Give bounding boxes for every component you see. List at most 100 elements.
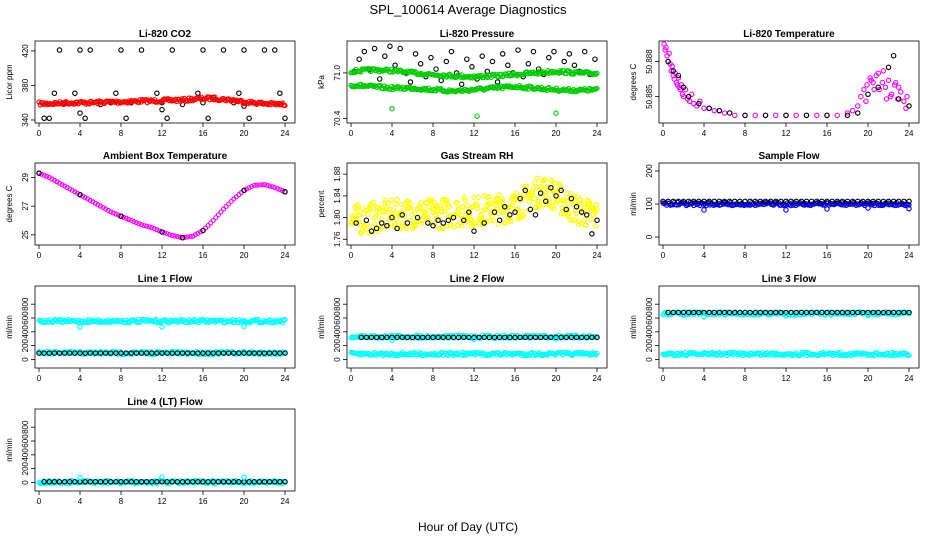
point-black <box>46 350 52 356</box>
point-black <box>525 61 532 67</box>
point-black <box>169 479 176 485</box>
point-magenta <box>721 110 728 116</box>
point-black <box>844 112 851 119</box>
point-black <box>450 334 457 341</box>
point-black <box>113 90 119 96</box>
point-black <box>220 350 227 356</box>
point-black <box>875 198 881 205</box>
point-black <box>458 81 465 88</box>
point-magenta <box>663 44 669 51</box>
point-yellow <box>557 182 563 188</box>
point-black <box>685 198 692 205</box>
point-black <box>282 189 288 195</box>
point-yellow <box>440 225 446 231</box>
x-tick-label: 0 <box>661 374 666 383</box>
point-magenta <box>879 79 886 86</box>
point-yellow <box>475 205 481 212</box>
point-black <box>108 479 114 485</box>
point-magenta <box>44 173 50 179</box>
point-black <box>87 47 94 53</box>
point-black <box>387 43 393 50</box>
point-black <box>123 115 129 122</box>
y-tick-label: 800 <box>645 297 654 311</box>
point-black <box>404 220 411 226</box>
point-yellow <box>563 197 569 204</box>
x-tick-label: 4 <box>702 251 707 260</box>
point-black <box>507 212 513 218</box>
point-yellow <box>561 210 567 217</box>
point-black <box>425 334 431 341</box>
panel-title: Gas Stream RH <box>441 151 514 162</box>
point-black <box>215 350 222 356</box>
y-tick-label: 1.80 <box>333 209 342 225</box>
point-cyan-lower <box>906 352 912 358</box>
point-black <box>56 350 63 356</box>
point-black <box>726 110 733 116</box>
plot-frame <box>34 408 296 492</box>
x-tick-label: 12 <box>158 251 167 260</box>
point-blue-outliers <box>906 205 912 212</box>
point-black <box>568 334 575 341</box>
point-black <box>839 309 846 316</box>
figure-xlabel: Hour of Day (UTC) <box>418 520 518 534</box>
point-magenta <box>871 86 877 93</box>
point-black <box>205 115 211 122</box>
point-black <box>72 479 78 485</box>
point-black <box>501 334 508 341</box>
point-black <box>494 79 501 85</box>
point-black <box>486 334 493 341</box>
point-blue-outliers <box>824 206 830 212</box>
point-black <box>378 334 385 341</box>
y-axis-label: ml/min <box>629 192 638 216</box>
panel-title: Line 1 Flow <box>138 274 193 285</box>
y-tick-label: 400 <box>21 325 30 339</box>
point-black <box>561 58 567 65</box>
point-yellow <box>355 202 361 208</box>
point-magenta <box>883 96 890 102</box>
point-yellow <box>408 217 414 223</box>
point-yellow <box>572 217 578 223</box>
point-yellow <box>358 230 365 236</box>
point-black <box>895 198 902 205</box>
point-black <box>363 217 370 224</box>
point-magenta <box>849 107 856 114</box>
point-black <box>138 479 145 485</box>
point-cyan-lower <box>529 349 535 356</box>
point-black <box>118 350 124 356</box>
y-tick-label: 0 <box>21 480 30 485</box>
point-black <box>875 309 881 316</box>
x-tick-label: 8 <box>119 374 124 383</box>
point-yellow <box>442 208 448 215</box>
point-yellow <box>372 213 379 219</box>
point-magenta <box>885 77 892 83</box>
point-black <box>747 309 753 316</box>
point-black <box>762 309 769 316</box>
point-black <box>481 220 487 226</box>
point-black <box>860 198 866 205</box>
point-yellow <box>412 210 418 216</box>
point-black <box>665 309 671 316</box>
point-black <box>169 350 176 356</box>
point-black <box>225 350 232 356</box>
point-black <box>906 198 912 205</box>
point-black <box>589 231 595 237</box>
point-yellow <box>542 176 548 183</box>
point-magenta <box>882 84 889 91</box>
point-black <box>460 217 467 224</box>
point-yellow <box>356 212 363 218</box>
point-magenta <box>141 222 147 229</box>
point-black <box>675 309 682 316</box>
point-cyan-lower <box>726 350 733 356</box>
y-tick-label: 800 <box>21 420 30 434</box>
y-tick-label: 200 <box>333 338 342 352</box>
point-black <box>361 48 368 55</box>
x-tick-label: 20 <box>552 374 561 383</box>
point-black <box>696 309 702 316</box>
point-black <box>82 115 88 122</box>
point-blue <box>906 202 912 208</box>
point-black <box>376 76 383 82</box>
point-black <box>266 350 273 356</box>
point-black <box>174 479 181 485</box>
point-yellow <box>508 219 514 225</box>
plot-frame <box>658 40 920 124</box>
